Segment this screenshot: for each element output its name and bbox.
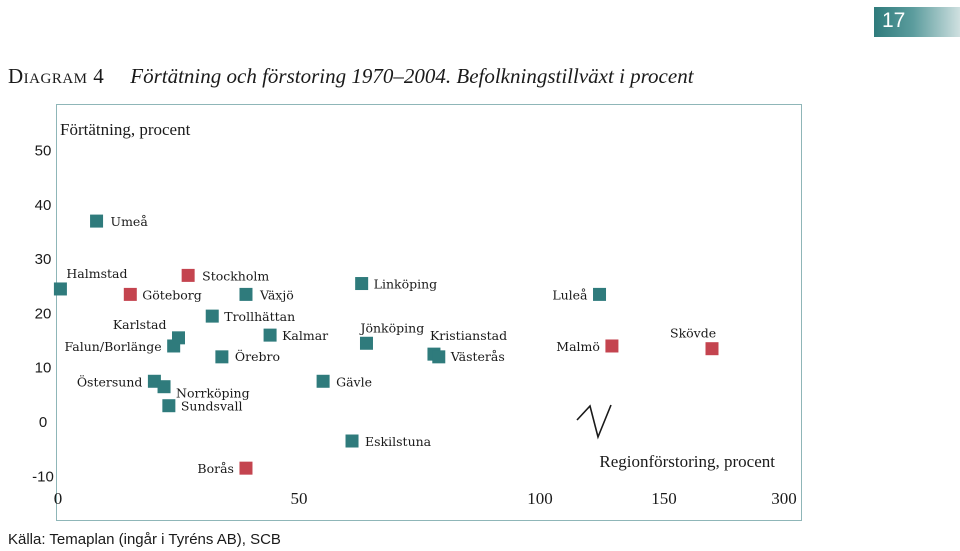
point-sundsvall [162, 399, 176, 413]
point-örebro [215, 350, 229, 364]
point-kalmar [263, 328, 277, 342]
label-östersund: Östersund [77, 373, 143, 389]
y-tick-label: 0 [39, 414, 47, 431]
chart-title: Förtätning och förstoring 1970–2004. Bef… [130, 64, 694, 88]
y-axis-ticks: 50 40 30 20 10 0 -10 [32, 143, 54, 486]
point-gävle [316, 374, 330, 388]
point-skövde [705, 342, 719, 356]
point-umeå [90, 214, 104, 228]
label-stockholm: Stockholm [202, 268, 269, 283]
label-borås: Borås [197, 461, 234, 476]
axis-break-mark [576, 404, 612, 440]
x-axis-title: Regionförstoring, procent [599, 452, 775, 471]
source-note: Källa: Temaplan (ingår i Tyréns AB), SCB [8, 531, 281, 548]
point-norrköping [157, 380, 171, 394]
x-tick-label: 100 [527, 489, 553, 508]
y-tick-label: 50 [35, 143, 52, 160]
point-halmstad [53, 282, 67, 296]
page-number-badge: 17 [874, 7, 960, 37]
label-halmstad: Halmstad [66, 266, 127, 281]
label-umeå: Umeå [111, 214, 149, 229]
plot-frame [56, 104, 802, 521]
label-falun-borlänge: Falun/Borlänge [64, 339, 161, 354]
y-tick-label: 10 [35, 360, 52, 377]
point-borås [239, 461, 253, 475]
point-malmö [605, 339, 619, 353]
y-tick-label: 30 [35, 251, 52, 268]
label-göteborg: Göteborg [142, 287, 201, 302]
data-points [53, 214, 719, 475]
x-tick-label: 300 [771, 489, 797, 508]
point-jönköping [359, 336, 373, 350]
y-tick-label: 40 [35, 197, 52, 214]
label-eskilstuna: Eskilstuna [365, 434, 432, 449]
point-luleå [593, 287, 607, 301]
y-tick-label: -10 [32, 468, 54, 485]
label-gävle: Gävle [336, 374, 372, 389]
label-örebro: Örebro [235, 348, 280, 364]
chart-heading: Diagram 4 Förtätning och förstoring 1970–… [8, 64, 694, 89]
point-växjö [239, 287, 253, 301]
label-växjö: Växjö [259, 287, 294, 302]
label-luleå: Luleå [552, 287, 588, 302]
label-karlstad: Karlstad [113, 317, 167, 332]
point-västerås [432, 350, 446, 364]
point-falun-borlänge [167, 339, 181, 353]
label-jönköping: Jönköping [358, 320, 424, 335]
diagram-label: Diagram 4 [8, 64, 105, 88]
x-tick-label: 0 [54, 489, 63, 508]
label-västerås: Västerås [450, 349, 505, 364]
label-malmö: Malmö [556, 339, 600, 354]
label-kalmar: Kalmar [282, 328, 328, 343]
point-linköping [355, 277, 369, 291]
label-kristianstad: Kristianstad [430, 328, 507, 343]
point-trollhättan [205, 309, 219, 323]
label-trollhättan: Trollhättan [224, 309, 295, 324]
y-axis-title: Förtätning, procent [60, 120, 191, 139]
point-stockholm [181, 268, 195, 282]
x-tick-label: 50 [291, 489, 308, 508]
x-axis-ticks: 0 50 100 150 300 [54, 489, 797, 508]
label-sundsvall: Sundsvall [181, 399, 243, 414]
y-tick-label: 20 [35, 305, 52, 322]
point-göteborg [123, 287, 137, 301]
label-linköping: Linköping [374, 277, 438, 292]
label-skövde: Skövde [670, 326, 716, 341]
point-eskilstuna [345, 434, 359, 448]
label-norrköping: Norrköping [176, 386, 250, 401]
page-number: 17 [882, 9, 906, 32]
x-tick-label: 150 [651, 489, 677, 508]
